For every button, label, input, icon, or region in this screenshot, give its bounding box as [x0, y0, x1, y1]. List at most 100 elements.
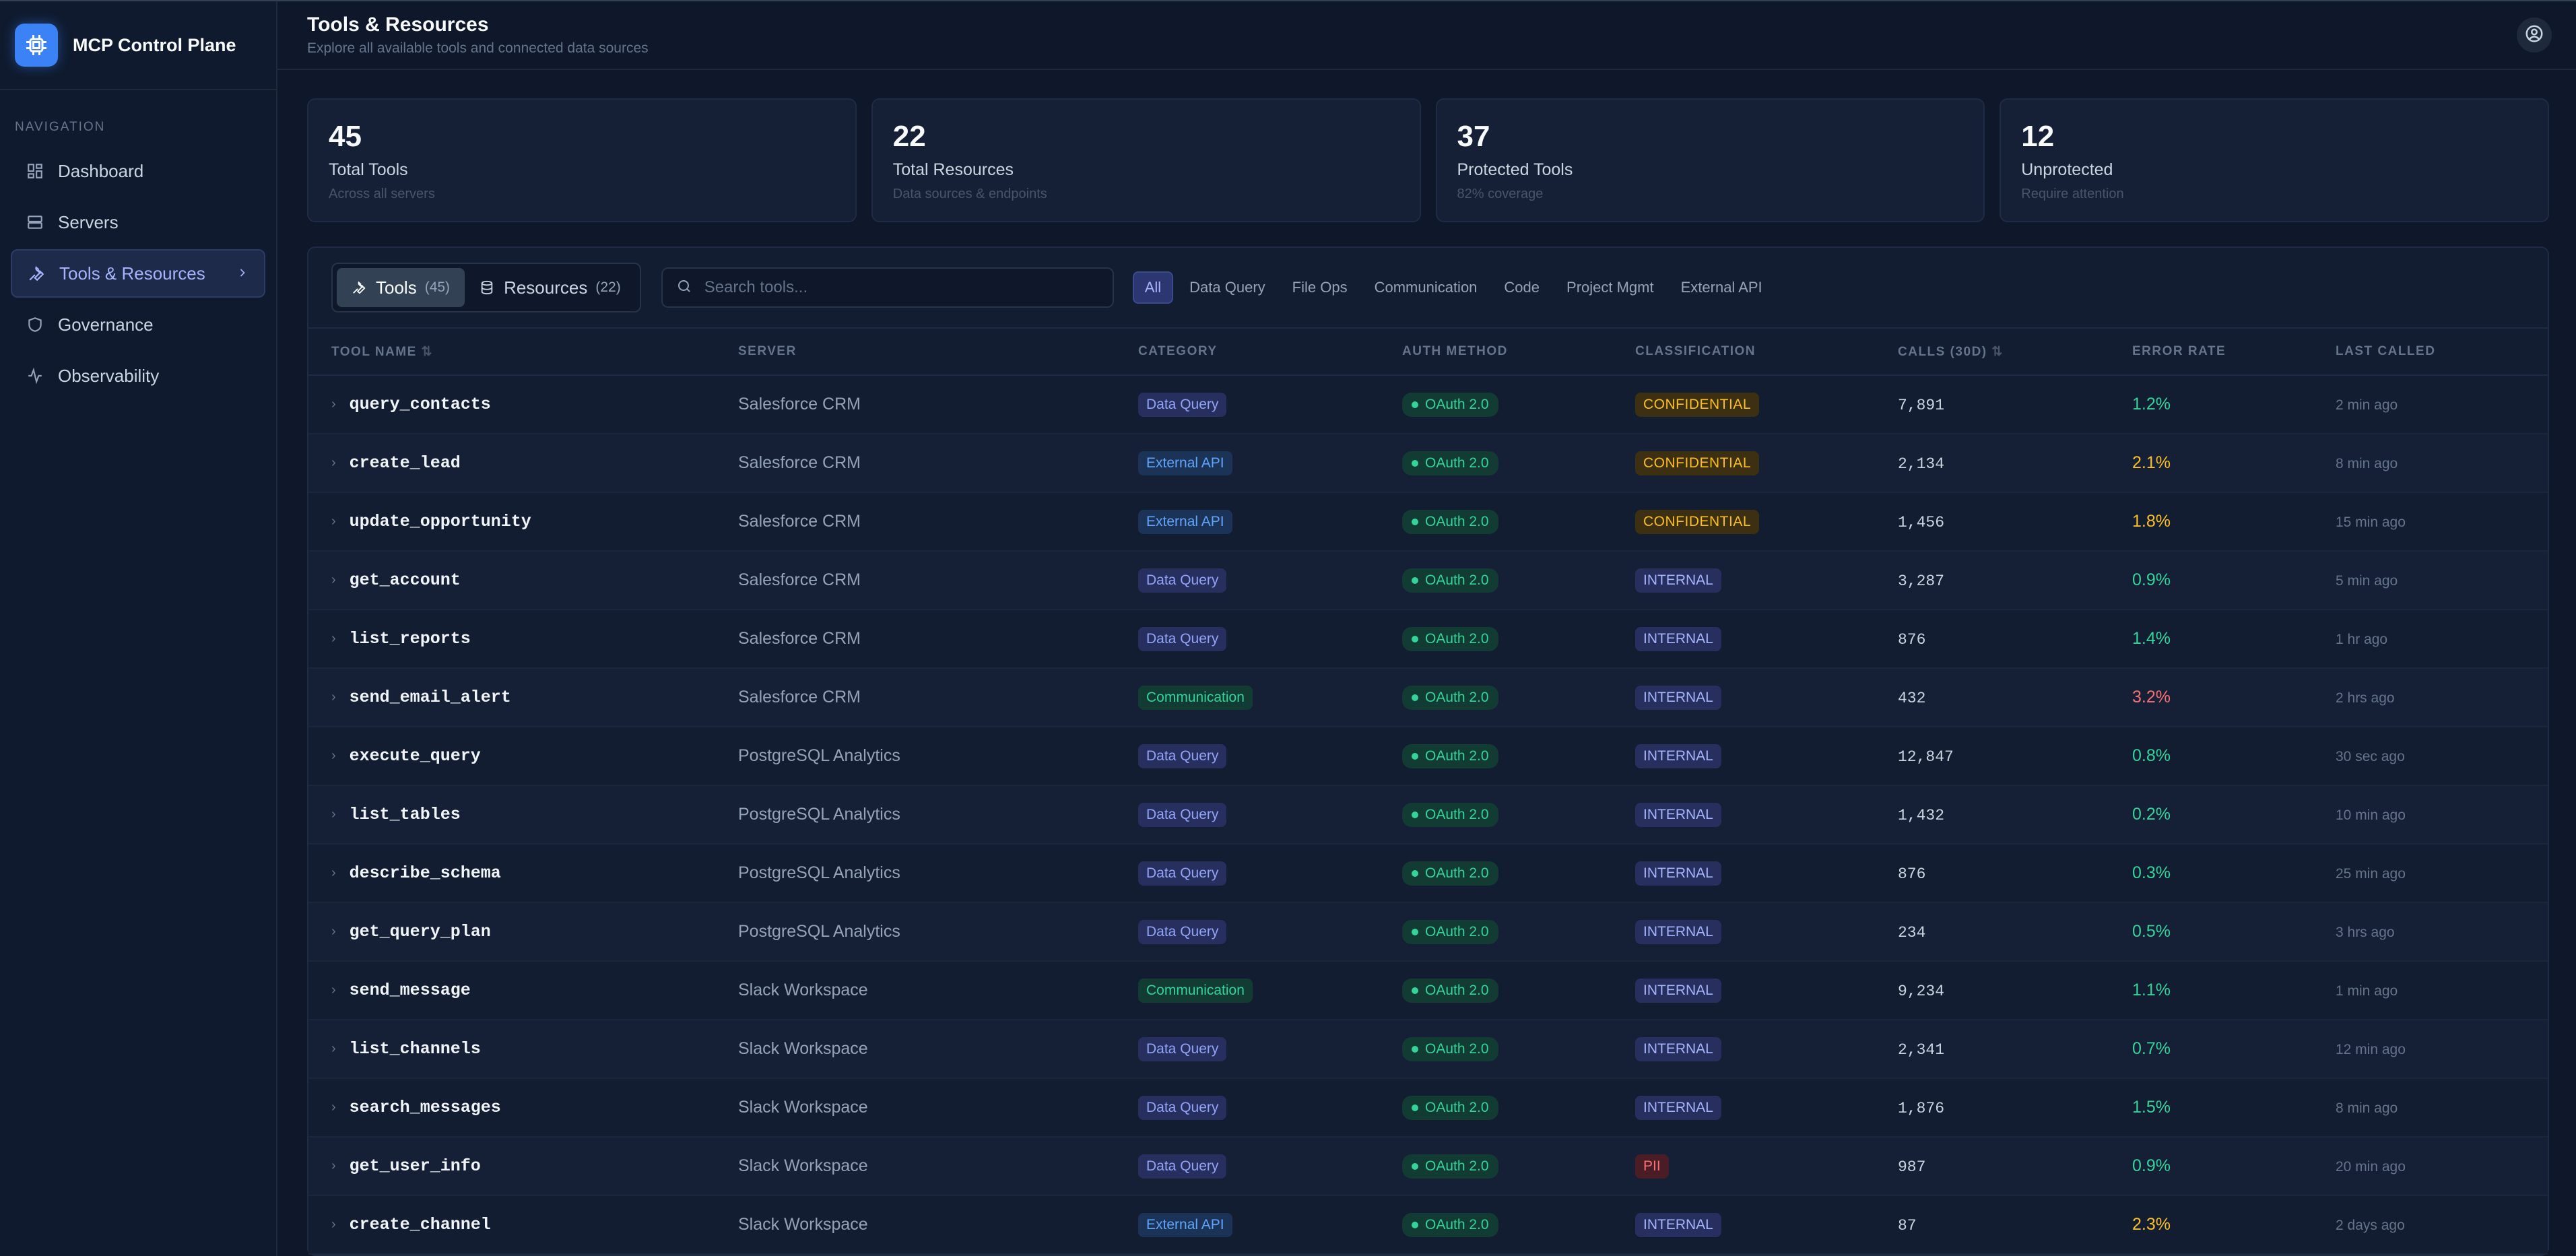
- table-row[interactable]: › create_lead Salesforce CRM External API OA…: [308, 434, 2548, 493]
- tools-table: TOOL NAME ⇅ SERVER CATEGORY AUTH METHOD …: [308, 329, 2548, 1255]
- cell-error-rate: 1.4%: [2132, 609, 2336, 669]
- table-row[interactable]: › send_email_alert Salesforce CRM Communica…: [308, 668, 2548, 727]
- table-row[interactable]: › search_messages Slack Workspace Data Quer…: [308, 1078, 2548, 1137]
- cell-tool-name: › get_account: [308, 551, 738, 610]
- calls-count: 1,876: [1898, 1100, 1945, 1117]
- classification-badge: INTERNAL: [1635, 861, 1721, 886]
- cell-calls: 9,234: [1898, 961, 2132, 1020]
- filter-project-mgmt[interactable]: Project Mgmt: [1566, 279, 1654, 296]
- sidebar-item-servers[interactable]: Servers: [11, 198, 265, 246]
- sidebar-item-tools-resources[interactable]: Tools & Resources: [11, 249, 265, 298]
- sidebar-item-label: Servers: [58, 211, 119, 232]
- table-row[interactable]: › execute_query PostgreSQL Analytics Data Q…: [308, 727, 2548, 786]
- tool-name: search_messages: [349, 1098, 501, 1117]
- tool-name-wrap: › get_query_plan: [331, 922, 738, 941]
- chevron-right-icon[interactable]: ›: [331, 572, 336, 587]
- chevron-right-icon[interactable]: ›: [331, 1100, 336, 1115]
- sidebar-item-dashboard[interactable]: Dashboard: [11, 147, 265, 195]
- table-row[interactable]: › query_contacts Salesforce CRM Data Query O…: [308, 375, 2548, 434]
- chevron-right-icon[interactable]: ›: [331, 983, 336, 997]
- chevron-right-icon[interactable]: ›: [331, 455, 336, 470]
- sidebar-item-governance[interactable]: Governance: [11, 300, 265, 349]
- table-row[interactable]: › update_opportunity Salesforce CRM Externa…: [308, 492, 2548, 552]
- cell-tool-name: › create_channel: [308, 1195, 738, 1255]
- wrench-icon: [27, 264, 46, 283]
- chevron-right-icon[interactable]: ›: [331, 1158, 336, 1173]
- column-header-tool-name[interactable]: TOOL NAME ⇅: [308, 329, 738, 376]
- table-row[interactable]: › describe_schema PostgreSQL Analytics Data…: [308, 844, 2548, 903]
- table-row[interactable]: › get_account Salesforce CRM Data Query OAut…: [308, 551, 2548, 610]
- filter-file-ops[interactable]: File Ops: [1292, 279, 1348, 296]
- tool-name-wrap: › get_account: [331, 570, 738, 590]
- table-row[interactable]: › list_reports Salesforce CRM Data Query OAu…: [308, 609, 2548, 669]
- cell-category: External API: [1138, 434, 1402, 493]
- cell-error-rate: 0.7%: [2132, 1020, 2336, 1079]
- cell-classification: INTERNAL: [1635, 1195, 1898, 1255]
- cell-calls: 1,456: [1898, 492, 2132, 552]
- status-dot-icon: [1412, 811, 1418, 818]
- cell-category: Data Query: [1138, 375, 1402, 434]
- cell-classification: INTERNAL: [1635, 551, 1898, 610]
- chevron-right-icon[interactable]: ›: [331, 631, 336, 646]
- chevron-right-icon[interactable]: ›: [331, 690, 336, 704]
- classification-badge: CONFIDENTIAL: [1635, 451, 1760, 475]
- stat-label: Total Resources: [892, 160, 1014, 179]
- tool-name: execute_query: [349, 746, 481, 766]
- cell-tool-name: › list_channels: [308, 1020, 738, 1079]
- cell-error-rate: 1.5%: [2132, 1078, 2336, 1137]
- column-header-calls[interactable]: CALLS (30D) ⇅: [1898, 329, 2132, 376]
- chevron-right-icon[interactable]: ›: [331, 397, 336, 411]
- category-badge: Data Query: [1138, 1154, 1227, 1179]
- table-row[interactable]: › get_user_info Slack Workspace Data Query O…: [308, 1137, 2548, 1196]
- table-row[interactable]: › send_message Slack Workspace Communicatio…: [308, 961, 2548, 1020]
- filter-external-api[interactable]: External API: [1680, 279, 1762, 296]
- cell-last-called: 2 hrs ago: [2336, 668, 2548, 727]
- table-row[interactable]: › create_channel Slack Workspace External A…: [308, 1195, 2548, 1255]
- status-dot-icon: [1412, 635, 1418, 642]
- nav-heading: NAVIGATION: [15, 120, 106, 134]
- chevron-right-icon[interactable]: ›: [331, 865, 336, 880]
- chevron-right-icon[interactable]: ›: [331, 1041, 336, 1056]
- filter-code[interactable]: Code: [1504, 279, 1540, 296]
- tool-name: list_channels: [349, 1039, 481, 1059]
- chevron-right-icon[interactable]: ›: [331, 748, 336, 763]
- chevron-right-icon[interactable]: ›: [331, 924, 336, 939]
- auth-label: OAuth 2.0: [1425, 923, 1489, 939]
- table-row[interactable]: › list_tables PostgreSQL Analytics Data Que…: [308, 785, 2548, 845]
- classification-badge: INTERNAL: [1635, 1095, 1721, 1120]
- auth-label: OAuth 2.0: [1425, 455, 1489, 471]
- filter-communication[interactable]: Communication: [1374, 279, 1478, 296]
- tool-name-wrap: › update_opportunity: [331, 512, 738, 531]
- filter-data-query[interactable]: Data Query: [1189, 279, 1265, 296]
- chevron-right-icon[interactable]: ›: [331, 807, 336, 822]
- cell-last-called: 15 min ago: [2336, 492, 2548, 552]
- last-called: 8 min ago: [2336, 1100, 2398, 1116]
- page-title: Tools & Resources: [307, 13, 489, 36]
- tool-name-wrap: › list_channels: [331, 1039, 738, 1059]
- tool-name: create_channel: [349, 1215, 491, 1234]
- chevron-right-icon[interactable]: ›: [331, 514, 336, 529]
- chevron-right-icon[interactable]: ›: [331, 1217, 336, 1232]
- cell-tool-name: › get_user_info: [308, 1137, 738, 1196]
- tab-resources[interactable]: Resources (22): [465, 268, 636, 307]
- cell-error-rate: 0.8%: [2132, 727, 2336, 786]
- user-menu-button[interactable]: [2517, 18, 2552, 53]
- sidebar-item-observability[interactable]: Observability: [11, 352, 265, 400]
- server-name: Salesforce CRM: [738, 395, 861, 414]
- table-row[interactable]: › get_query_plan PostgreSQL Analytics Data …: [308, 902, 2548, 962]
- server-name: Salesforce CRM: [738, 512, 861, 531]
- shield-icon: [26, 315, 44, 334]
- stat-card-total-resources: 22 Total Resources Data sources & endpoi…: [871, 98, 1421, 222]
- chip-icon[interactable]: [15, 24, 58, 67]
- stat-value: 37: [1457, 120, 1490, 153]
- last-called: 15 min ago: [2336, 515, 2406, 530]
- sidebar-item-label: Observability: [58, 365, 160, 386]
- search-input[interactable]: [702, 277, 1099, 298]
- table-row[interactable]: › list_channels Slack Workspace Data Query O…: [308, 1020, 2548, 1079]
- server-name: PostgreSQL Analytics: [738, 922, 900, 941]
- auth-badge: OAuth 2.0: [1402, 451, 1498, 475]
- tab-tools[interactable]: Tools (45): [337, 268, 465, 307]
- cell-auth: OAuth 2.0: [1402, 727, 1635, 786]
- cell-calls: 876: [1898, 609, 2132, 669]
- filter-all[interactable]: All: [1132, 271, 1174, 304]
